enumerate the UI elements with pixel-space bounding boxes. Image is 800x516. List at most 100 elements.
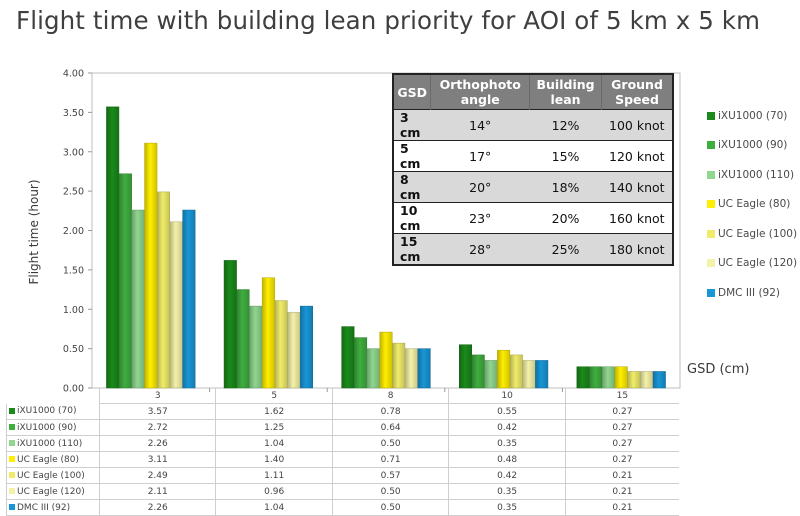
- legend-item: UC Eagle (80): [707, 190, 797, 220]
- data-table-cell: 2.11: [98, 483, 216, 500]
- inset-cell-lean: 20%: [529, 202, 602, 234]
- bar: [300, 305, 313, 389]
- data-table-cell: 0.50: [331, 499, 449, 516]
- y-tick-label: 1.00: [63, 305, 84, 316]
- inset-cell-angle: 28°: [430, 233, 530, 265]
- data-table-cell: 1.04: [215, 499, 333, 516]
- data-table-swatch: [9, 440, 15, 446]
- data-table-cell: 0.96: [215, 483, 333, 500]
- inset-cell-lean: 25%: [529, 233, 602, 265]
- inset-row: 15 cm 28° 25% 180 knot: [393, 233, 673, 265]
- data-table-row: iXU1000 (110) 2.26 1.04 0.50 0.35 0.27: [6, 435, 679, 452]
- data-table-cell: 3.57: [98, 403, 216, 420]
- data-table-header-row: 3 5 8 10 15: [7, 388, 679, 404]
- data-table-series-label: DMC III (92): [6, 499, 100, 516]
- inset-cell-angle: 20°: [430, 171, 530, 203]
- data-table-cell: 0.50: [331, 483, 449, 500]
- bar: [417, 348, 431, 389]
- bar: [576, 366, 590, 389]
- bar: [392, 342, 406, 389]
- bar: [287, 312, 301, 389]
- data-table-cell: 0.42: [448, 419, 566, 436]
- inset-row: 8 cm 20° 18% 140 knot: [393, 171, 673, 203]
- data-table-cell: 0.35: [448, 499, 566, 516]
- data-table-cell: 1.04: [215, 435, 333, 452]
- data-table-cell: 0.78: [331, 403, 449, 420]
- bar: [354, 337, 368, 389]
- inset-cell-gsd: 15 cm: [393, 233, 431, 265]
- data-table-cell: 3.11: [98, 451, 216, 468]
- data-table-swatch: [9, 504, 15, 510]
- data-table-cell: 0.27: [564, 451, 679, 468]
- data-table-cell: 1.25: [215, 419, 333, 436]
- bar: [459, 344, 472, 389]
- inset-cell-angle: 14°: [430, 109, 530, 141]
- inset-header-lean: Building lean: [529, 74, 603, 110]
- inset-cell-speed: 120 knot: [601, 140, 673, 172]
- bar: [236, 289, 250, 389]
- data-table-series-label: UC Eagle (120): [6, 483, 100, 500]
- bar: [106, 106, 120, 389]
- inset-cell-lean: 15%: [529, 140, 602, 172]
- legend-swatch: [707, 141, 715, 150]
- chart-title: Flight time with building lean priority …: [16, 6, 761, 35]
- y-tick-label: 0.00: [63, 384, 84, 395]
- data-table-series-label: UC Eagle (80): [6, 451, 100, 468]
- bar: [404, 348, 418, 389]
- legend-swatch: [707, 259, 715, 268]
- data-table-row: iXU1000 (70) 3.57 1.62 0.78 0.55 0.27: [6, 403, 679, 420]
- inset-cell-speed: 100 knot: [601, 109, 673, 141]
- bar: [249, 305, 263, 389]
- bar: [261, 277, 275, 389]
- data-table-row: UC Eagle (80) 3.11 1.40 0.71 0.48 0.27: [6, 451, 679, 468]
- legend-swatch: [707, 111, 715, 120]
- x-tick-label: 3: [98, 388, 216, 404]
- y-tick-label: 2.00: [63, 226, 84, 237]
- legend-label: iXU1000 (90): [718, 139, 788, 152]
- data-table-cell: 1.11: [215, 467, 333, 484]
- bar: [169, 221, 183, 389]
- data-table-cell: 0.55: [448, 403, 566, 420]
- data-table-cell: 0.35: [448, 435, 566, 452]
- data-table-cell: 2.72: [98, 419, 216, 436]
- data-table-cell: 1.40: [215, 451, 333, 468]
- bar: [341, 326, 355, 389]
- data-table-cell: 2.26: [98, 435, 216, 452]
- legend-item: UC Eagle (100): [707, 219, 797, 249]
- y-tick-label: 4.00: [63, 69, 84, 80]
- legend-swatch: [707, 200, 715, 209]
- data-table-cell: 2.49: [98, 467, 216, 484]
- x-tick-label: 10: [448, 388, 566, 404]
- data-table-swatch: [9, 424, 15, 430]
- inset-row: 5 cm 17° 15% 120 knot: [393, 140, 673, 172]
- data-table-series-label: iXU1000 (90): [6, 419, 100, 436]
- legend-label: UC Eagle (120): [718, 257, 798, 270]
- bar: [627, 371, 641, 389]
- bar: [223, 260, 237, 389]
- x-tick-label: 5: [215, 388, 333, 404]
- y-tick-label: 3.00: [63, 147, 84, 158]
- y-tick-label: 3.50: [63, 108, 84, 119]
- legend-swatch: [707, 170, 715, 179]
- data-table-cell: 0.35: [448, 483, 566, 500]
- data-table-swatch: [9, 407, 15, 414]
- bar: [535, 360, 549, 389]
- y-tick-label: 1.50: [63, 265, 84, 276]
- bar: [471, 354, 485, 389]
- bar: [509, 354, 523, 389]
- bar: [131, 209, 145, 389]
- data-table-series-label: iXU1000 (110): [6, 435, 100, 452]
- legend-item: iXU1000 (70): [707, 101, 797, 131]
- bar: [118, 173, 132, 389]
- inset-header-speed: Ground Speed: [601, 74, 674, 110]
- inset-cell-lean: 12%: [529, 109, 602, 141]
- data-table-cell: 0.42: [448, 467, 566, 484]
- data-table-row: UC Eagle (100) 2.49 1.11 0.57 0.42 0.21: [6, 467, 679, 484]
- data-table-row: DMC III (92) 2.26 1.04 0.50 0.35 0.21: [6, 499, 679, 516]
- bar: [366, 348, 380, 389]
- legend-item: DMC III (92): [707, 278, 797, 308]
- x-tick-label: 15: [564, 388, 679, 404]
- legend-swatch: [707, 229, 715, 238]
- data-table-row: iXU1000 (90) 2.72 1.25 0.64 0.42 0.27: [6, 419, 679, 436]
- data-table-cell: 0.48: [448, 451, 566, 468]
